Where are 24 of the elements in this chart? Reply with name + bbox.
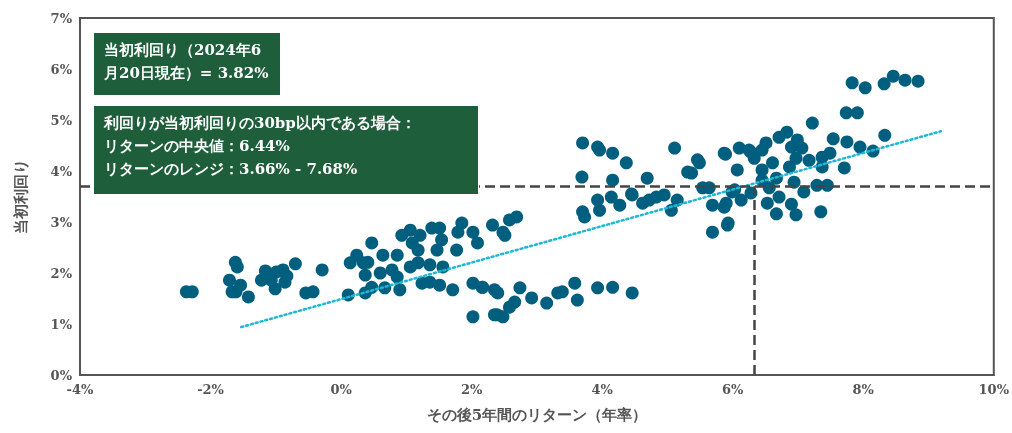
note-box: 当初利回り（2024年6月20日現在）= 3.82% [93,32,281,96]
y-tick-label: 2% [50,265,73,281]
annotation: 当初利回り（2024年6月20日現在）= 3.82% [104,40,270,84]
y-tick-label: 5% [50,112,73,128]
x-tick-label: 8% [852,382,875,397]
note-box: 利回りが当初利回りの30bp以内である場合： リターンの中央値：6.44% リターンのレンジ：3.66% - 7.68% [93,105,479,195]
x-tick-label: 2% [460,382,483,397]
annotation: 利回りが当初利回りの30bp以内である場合： [104,113,417,134]
y-tick-label: 3% [50,214,73,230]
x-axis-title: その後5年間のリターン（年率） [426,405,648,424]
x-tick-label: 0% [330,382,353,397]
y-tick-label: 6% [50,61,73,77]
x-tick-label: -4% [66,382,95,397]
annotation: リターンの中央値：6.44% [104,136,291,157]
x-tick-label: -2% [197,382,225,397]
y-tick-label: 4% [50,163,73,179]
annotation: リターンのレンジ：3.66% - 7.68% [104,159,359,180]
x-tick-label: 6% [722,382,745,397]
y-tick-label: 0% [50,367,73,383]
y-tick-label: 7% [50,10,73,26]
x-tick-label: 10% [978,382,1010,397]
x-tick-label: 4% [591,382,614,397]
y-tick-label: 1% [50,316,73,332]
y-axis-title: 当初利回り [11,159,30,234]
